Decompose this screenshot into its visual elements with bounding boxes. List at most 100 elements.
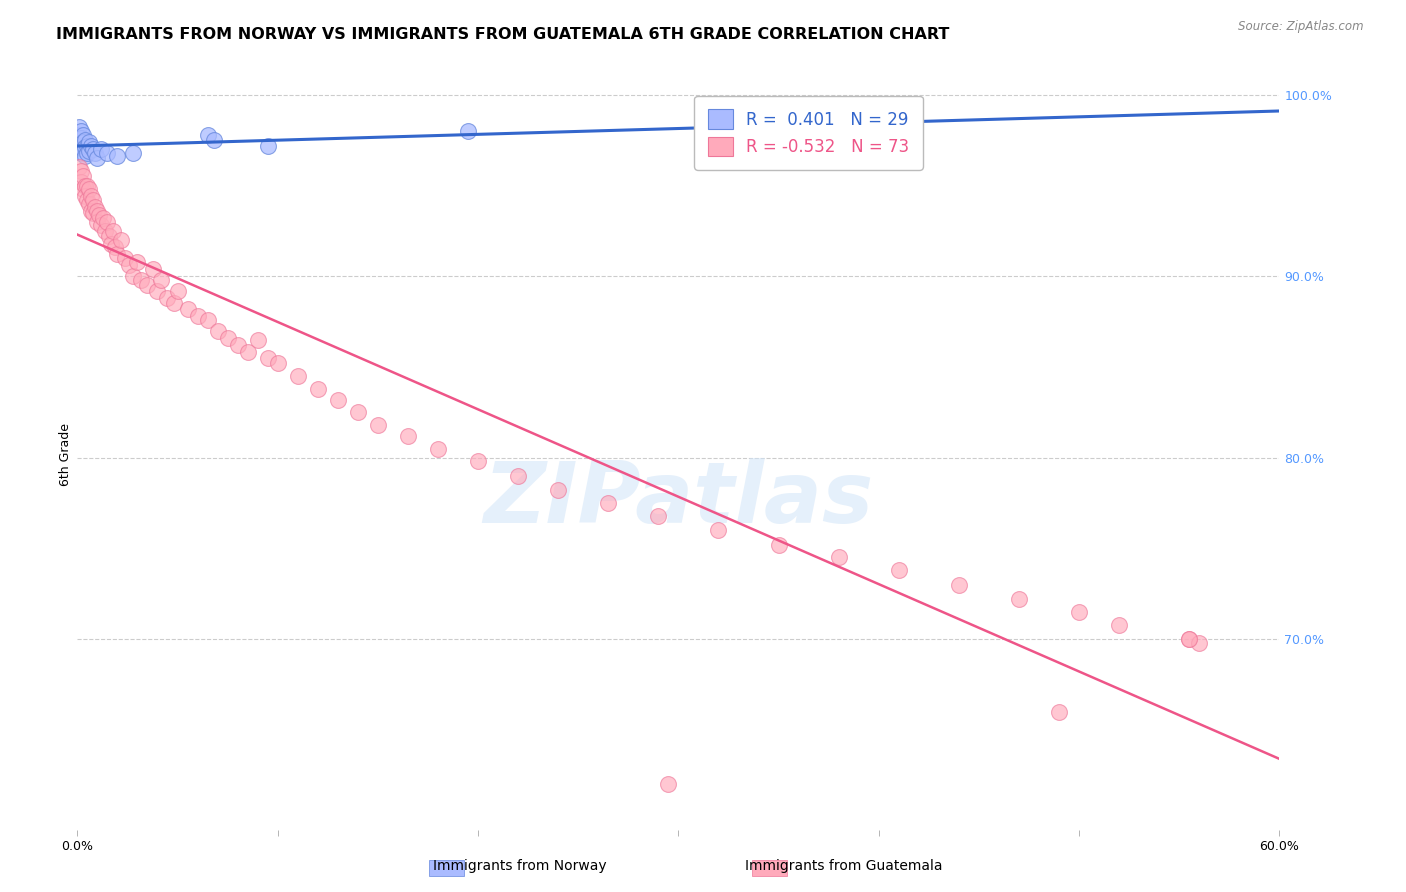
Point — [197, 312, 219, 326]
Point — [104, 240, 127, 254]
Point — [287, 369, 309, 384]
Point — [76, 138, 98, 153]
Point — [67, 120, 90, 135]
Point — [72, 182, 94, 196]
Point — [226, 338, 249, 352]
Point — [84, 200, 107, 214]
Point — [467, 454, 489, 468]
Point — [100, 236, 122, 251]
Point — [82, 193, 104, 207]
Point — [75, 178, 97, 193]
Point — [1178, 632, 1201, 646]
Legend: R =  0.401   N = 29, R = -0.532   N = 73: R = 0.401 N = 29, R = -0.532 N = 73 — [695, 96, 922, 169]
Point — [76, 193, 98, 207]
Point — [79, 135, 101, 149]
Point — [207, 324, 229, 338]
Point — [107, 149, 129, 163]
Point — [197, 128, 219, 142]
Point — [267, 356, 290, 370]
Point — [96, 145, 118, 160]
Point — [657, 777, 679, 791]
Point — [307, 382, 329, 396]
Point — [80, 138, 103, 153]
Point — [118, 258, 141, 272]
Point — [75, 133, 97, 147]
Point — [1108, 617, 1130, 632]
Point — [103, 224, 125, 238]
Point — [186, 309, 209, 323]
Point — [150, 273, 173, 287]
Point — [90, 142, 112, 156]
Point — [82, 142, 104, 156]
Point — [70, 138, 93, 153]
Point — [347, 405, 370, 419]
Point — [90, 219, 112, 233]
Point — [86, 203, 108, 218]
Point — [75, 189, 97, 203]
Point — [236, 345, 259, 359]
Point — [70, 175, 93, 189]
Point — [75, 149, 97, 163]
Point — [948, 577, 970, 591]
Y-axis label: 6th Grade: 6th Grade — [59, 424, 72, 486]
Text: IMMIGRANTS FROM NORWAY VS IMMIGRANTS FROM GUATEMALA 6TH GRADE CORRELATION CHART: IMMIGRANTS FROM NORWAY VS IMMIGRANTS FRO… — [56, 27, 949, 42]
Point — [93, 211, 115, 226]
Point — [202, 133, 225, 147]
Point — [1069, 605, 1091, 619]
Point — [84, 145, 107, 160]
Point — [1047, 705, 1070, 719]
Point — [72, 128, 94, 142]
Point — [70, 131, 93, 145]
Point — [96, 215, 118, 229]
Point — [131, 273, 153, 287]
Text: Immigrants from Norway: Immigrants from Norway — [433, 859, 607, 872]
Point — [94, 224, 117, 238]
Point — [142, 262, 165, 277]
Point — [508, 468, 530, 483]
Point — [72, 135, 94, 149]
Text: Immigrants from Guatemala: Immigrants from Guatemala — [745, 859, 942, 872]
Point — [707, 523, 730, 537]
Point — [217, 331, 239, 345]
Point — [86, 215, 108, 229]
Text: ZIPatlas: ZIPatlas — [484, 458, 873, 541]
Point — [127, 254, 149, 268]
Point — [80, 203, 103, 218]
Point — [598, 496, 620, 510]
Point — [82, 205, 104, 219]
Point — [887, 563, 910, 577]
Point — [1008, 592, 1031, 607]
Point — [89, 208, 111, 222]
Point — [98, 229, 121, 244]
Point — [122, 269, 145, 284]
Point — [67, 133, 90, 147]
Point — [75, 140, 97, 154]
Point — [110, 233, 132, 247]
Point — [647, 508, 669, 523]
Point — [326, 392, 349, 407]
Point — [79, 182, 101, 196]
Point — [79, 196, 101, 211]
Point — [72, 169, 94, 184]
Point — [70, 124, 93, 138]
Point — [70, 164, 93, 178]
Text: Source: ZipAtlas.com: Source: ZipAtlas.com — [1239, 20, 1364, 33]
Point — [246, 333, 269, 347]
Point — [828, 550, 851, 565]
Point — [107, 247, 129, 261]
Point — [70, 145, 93, 160]
Point — [146, 284, 169, 298]
Point — [176, 301, 198, 316]
Point — [76, 145, 98, 160]
Point — [162, 296, 184, 310]
Point — [547, 483, 569, 498]
Point — [114, 251, 136, 265]
Point — [1188, 636, 1211, 650]
Point — [79, 144, 101, 158]
Point — [256, 138, 278, 153]
Point — [122, 145, 145, 160]
Point — [136, 278, 159, 293]
Point — [367, 417, 389, 432]
Point — [80, 189, 103, 203]
Point — [1178, 632, 1201, 646]
